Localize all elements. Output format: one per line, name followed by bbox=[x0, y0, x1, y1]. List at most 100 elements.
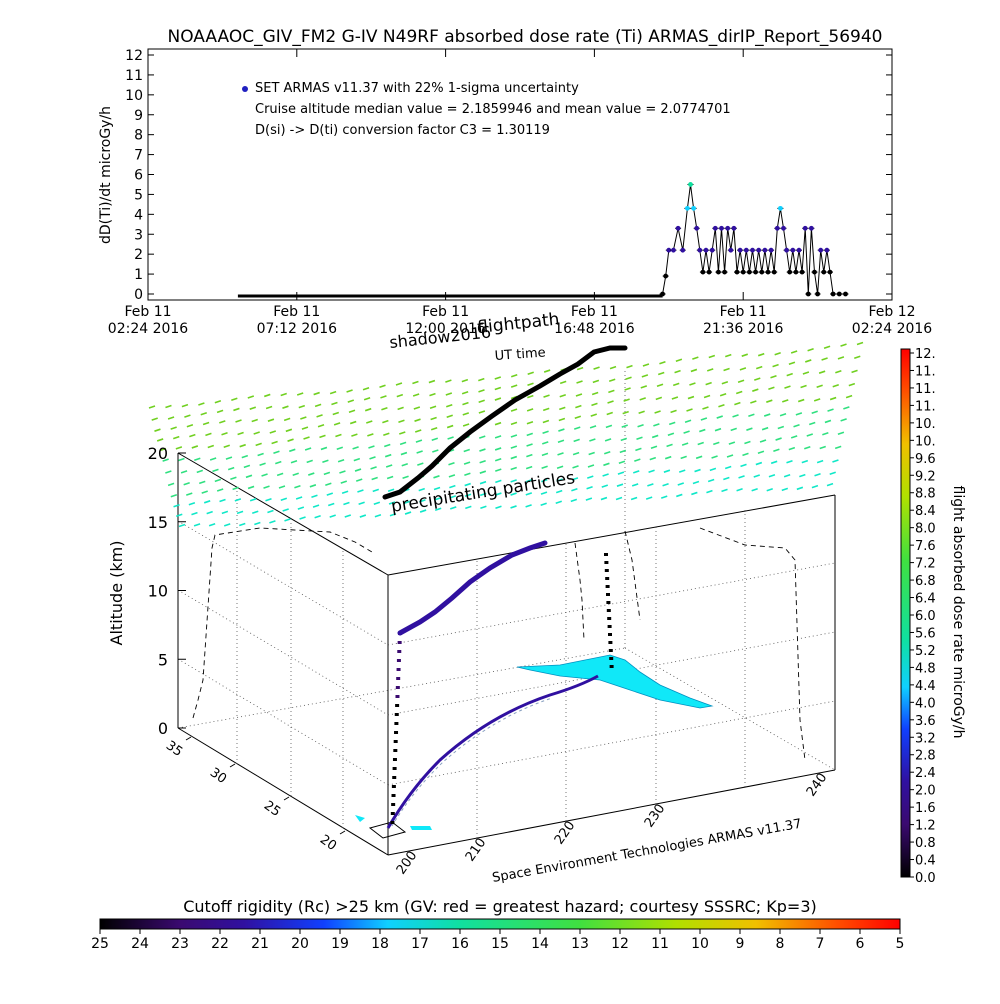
particle-mark bbox=[280, 497, 288, 501]
dose-colorbar-tick-label: 0.8 bbox=[915, 836, 936, 851]
top-y-tick-label: 11 bbox=[125, 68, 143, 84]
particle-mark bbox=[348, 409, 356, 414]
particle-mark bbox=[380, 395, 387, 399]
chart-title: NOAAAOC_GIV_FM2 G-IV N49RF absorbed dose… bbox=[168, 27, 883, 47]
particle-mark bbox=[494, 376, 502, 380]
particle-mark bbox=[667, 432, 675, 437]
particle-mark bbox=[176, 513, 183, 518]
dose-point bbox=[843, 291, 848, 297]
shadow-path-line bbox=[382, 345, 628, 500]
particle-mark bbox=[829, 471, 836, 476]
particle-mark bbox=[173, 435, 180, 440]
cutoff-colorbar-tick-label: 16 bbox=[451, 936, 469, 952]
cutoff-colorbar-tick-label: 5 bbox=[896, 936, 905, 952]
particle-mark bbox=[790, 435, 798, 439]
particle-mark bbox=[713, 441, 720, 446]
particle-mark bbox=[714, 427, 722, 432]
particle-mark bbox=[241, 454, 249, 459]
top-y-axis-label: dD(Ti)/dt microGy/h bbox=[98, 106, 114, 244]
altitude-drop-dot bbox=[608, 649, 613, 652]
particle-mark bbox=[705, 381, 712, 386]
particle-mark bbox=[148, 405, 156, 409]
particle-mark bbox=[382, 419, 389, 424]
top-x-tick-date: Feb 11 bbox=[273, 304, 320, 320]
particle-mark bbox=[412, 393, 420, 397]
particle-mark bbox=[312, 504, 320, 508]
particle-mark bbox=[173, 504, 180, 508]
particle-mark bbox=[402, 475, 409, 479]
particle-mark bbox=[400, 451, 408, 456]
particle-mark bbox=[207, 444, 215, 449]
particle-mark bbox=[413, 406, 421, 410]
particle-mark bbox=[684, 419, 692, 423]
particle-mark bbox=[574, 415, 582, 419]
top-y-tick-label: 4 bbox=[134, 207, 143, 223]
particle-mark bbox=[834, 445, 842, 450]
particle-mark bbox=[285, 428, 293, 433]
particle-mark bbox=[230, 476, 237, 480]
particle-mark bbox=[255, 442, 262, 447]
particle-mark bbox=[329, 514, 336, 518]
altitude-drop-dot bbox=[608, 641, 613, 644]
particle-mark bbox=[263, 485, 270, 489]
particle-mark bbox=[775, 437, 782, 441]
cutoff-colorbar-title: Cutoff rigidity (Rc) >25 km (GV: red = g… bbox=[183, 897, 817, 916]
particle-mark bbox=[801, 459, 809, 464]
particle-mark bbox=[329, 390, 337, 395]
particle-mark bbox=[347, 399, 355, 403]
dose-colorbar-tick-label: 6.4 bbox=[915, 592, 936, 607]
particle-mark bbox=[371, 476, 378, 481]
particle-mark bbox=[219, 420, 226, 424]
particle-mark bbox=[245, 474, 253, 479]
particle-mark bbox=[737, 379, 745, 384]
particle-mark bbox=[396, 393, 404, 398]
dose-colorbar-label: flight absorbed dose rate microGy/h bbox=[950, 486, 966, 739]
particle-mark bbox=[768, 386, 775, 391]
particle-mark bbox=[175, 446, 183, 450]
particle-mark bbox=[647, 483, 654, 487]
particle-mark bbox=[276, 472, 284, 477]
particle-mark bbox=[622, 410, 629, 415]
particle-mark bbox=[541, 452, 549, 457]
particle-mark bbox=[770, 375, 777, 379]
particle-mark bbox=[292, 472, 299, 477]
particle-mark bbox=[434, 507, 442, 511]
particle-mark bbox=[607, 400, 614, 404]
particle-mark bbox=[526, 432, 533, 437]
particle-mark bbox=[306, 459, 313, 464]
particle-mark bbox=[821, 357, 828, 361]
top-y-tick-label: 12 bbox=[125, 48, 143, 64]
particle-mark bbox=[282, 405, 289, 409]
cutoff-colorbar-tick-label: 23 bbox=[171, 936, 189, 952]
dose-point bbox=[728, 247, 734, 253]
altitude-drop-dot bbox=[607, 625, 612, 628]
particle-mark bbox=[188, 501, 196, 506]
particle-mark bbox=[178, 523, 186, 528]
dose-point bbox=[799, 269, 805, 275]
particle-mark bbox=[257, 452, 264, 457]
particle-mark bbox=[641, 374, 649, 378]
particle-mark bbox=[261, 473, 268, 477]
particle-mark bbox=[543, 369, 551, 373]
particle-mark bbox=[449, 484, 456, 489]
top-x-tick-date: Feb 12 bbox=[868, 304, 915, 320]
particle-mark bbox=[694, 468, 701, 473]
particle-mark bbox=[555, 500, 562, 505]
particle-mark bbox=[738, 475, 745, 479]
particle-mark bbox=[735, 390, 743, 395]
top-x-tick-date: Feb 11 bbox=[571, 304, 618, 320]
particle-mark bbox=[370, 466, 377, 470]
particle-mark bbox=[740, 463, 747, 468]
particle-mark bbox=[683, 430, 690, 434]
particle-mark bbox=[431, 437, 439, 441]
particle-mark bbox=[808, 421, 816, 426]
particle-mark bbox=[495, 505, 502, 510]
particle-mark bbox=[829, 396, 837, 401]
particle-mark bbox=[650, 445, 658, 449]
altitude-drop-dot bbox=[604, 569, 609, 572]
particle-mark bbox=[205, 432, 212, 437]
particle-mark bbox=[208, 523, 216, 527]
latitude-ticks: 20 25 30 35 bbox=[163, 736, 346, 854]
particle-mark bbox=[232, 486, 239, 491]
